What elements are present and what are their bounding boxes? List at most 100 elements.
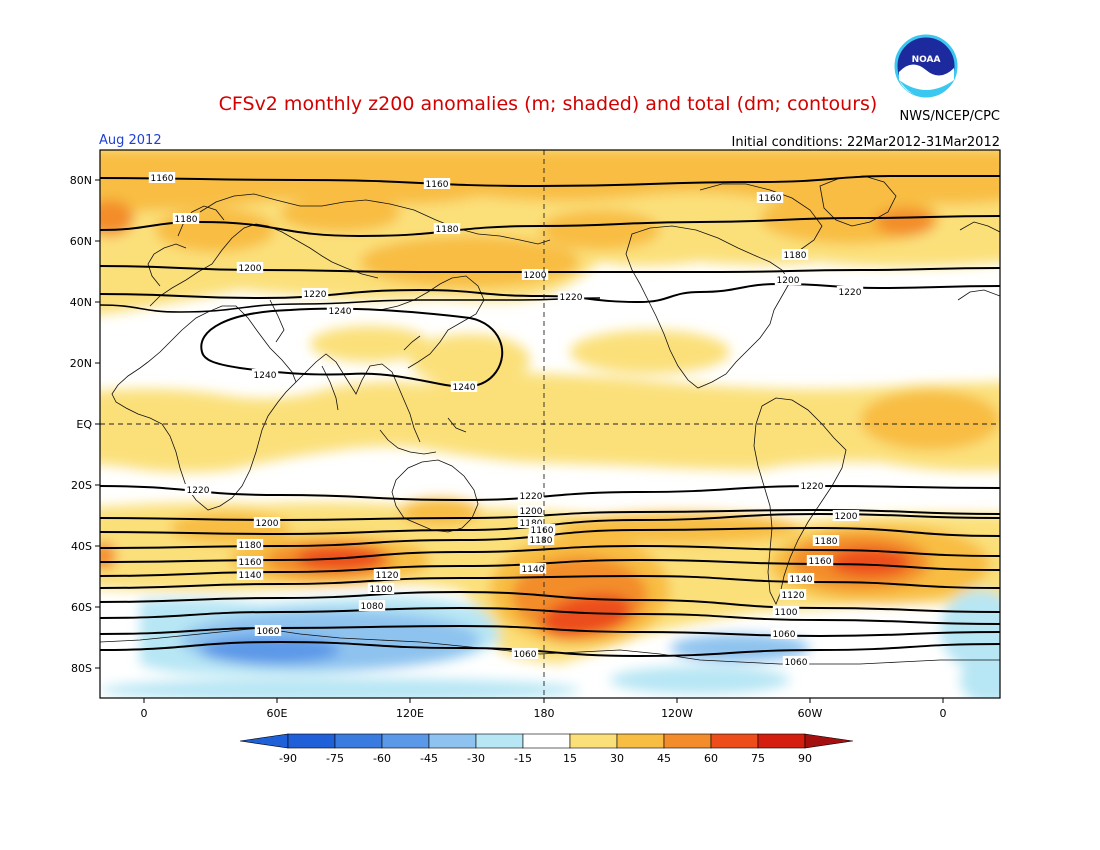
contour-label-bg	[779, 589, 807, 600]
contour-line	[100, 624, 1000, 638]
contour-label: 1160	[809, 557, 832, 567]
contour-label: 1160	[151, 174, 174, 184]
contour-label: 1160	[531, 526, 554, 536]
contour-label: 1200	[239, 264, 262, 274]
contour-label-bg	[148, 172, 176, 183]
contour-label: 1080	[361, 602, 384, 612]
lon-tick-label: 0	[940, 707, 947, 720]
colorbar-swatch	[475, 733, 524, 749]
anomaly-region	[860, 390, 1000, 450]
contour-label-bg	[450, 381, 478, 392]
colorbar-swatch	[569, 733, 618, 749]
lon-tick-label: 60E	[267, 707, 288, 720]
lon-tick-label: 60W	[798, 707, 823, 720]
contour-label: 1180	[784, 251, 807, 261]
colorbar-swatch	[522, 733, 571, 749]
lat-tick-label: 80S	[71, 662, 92, 675]
contour-label: 1200	[777, 276, 800, 286]
noaa-logo: NOAA	[894, 34, 958, 98]
lon-tick-label: 0	[141, 707, 148, 720]
colorbar-label: 75	[751, 752, 765, 765]
contour-label-bg	[770, 628, 798, 639]
colorbar-label: 30	[610, 752, 624, 765]
colorbar-label: -45	[420, 752, 438, 765]
contour-label: 1160	[239, 558, 262, 568]
contour-label: 1100	[370, 585, 393, 595]
contour-line	[100, 574, 1000, 589]
contour-label: 1120	[782, 591, 805, 601]
contour-line	[100, 174, 1000, 188]
contour-label-bg	[511, 648, 539, 659]
contour-label: 1060	[773, 630, 796, 640]
colorbar-label: -90	[279, 752, 297, 765]
contour-label-bg	[301, 288, 329, 299]
contour-label-bg	[519, 563, 547, 574]
anomaly-region	[360, 236, 580, 288]
anomaly-region	[310, 326, 430, 362]
anomaly-region	[100, 678, 580, 698]
lon-tick-label: 120E	[396, 707, 424, 720]
contour-label-bg	[772, 606, 800, 617]
contour-label-bg	[251, 369, 279, 380]
contour-label-bg	[358, 600, 386, 611]
contour-label: 1180	[239, 541, 262, 551]
contour-label-bg	[373, 569, 401, 580]
anomaly-region	[280, 196, 400, 232]
contour-label: 1220	[304, 290, 327, 300]
colorbar: -90 -75 -60 -45 -30 -15 15 30 45 60 75 90	[239, 733, 854, 765]
month-label: Aug 2012	[99, 133, 162, 148]
contour-label: 1220	[801, 482, 824, 492]
colorbar-label: 15	[563, 752, 577, 765]
contour-label: 1220	[560, 293, 583, 303]
contour-label-bg	[812, 535, 840, 546]
colorbar-swatch	[381, 733, 430, 749]
colorbar-label: -75	[326, 752, 344, 765]
contour-label-bg	[236, 556, 264, 567]
colorbar-label: -60	[373, 752, 391, 765]
colorbar-min-arrow	[239, 733, 289, 749]
colorbar-label: -15	[514, 752, 532, 765]
contour-label-bg	[236, 262, 264, 273]
contour-label: 1200	[520, 507, 543, 517]
contour-label-bg	[236, 569, 264, 580]
contour-label-bg	[806, 555, 834, 566]
anomaly-region	[960, 656, 1000, 698]
anomaly-region	[100, 200, 134, 236]
colorbar-swatch	[663, 733, 712, 749]
contour-label-bg	[774, 274, 802, 285]
longitude-axis: 0 60E 120E 180 120W 60W 0	[141, 698, 947, 720]
anomaly-region	[100, 372, 1000, 473]
colorbar-swatch	[334, 733, 383, 749]
colorbar-swatch	[757, 733, 806, 749]
contour-label-bg	[253, 517, 281, 528]
contour-label: 1140	[522, 565, 545, 575]
contour-label-bg	[184, 484, 212, 495]
contour-label-bg	[832, 510, 860, 521]
contour-label-bg	[781, 249, 809, 260]
lat-tick-label: 60N	[70, 235, 92, 248]
lat-tick-label: 20N	[70, 357, 92, 370]
anomaly-region	[570, 330, 730, 374]
contour-label: 1200	[524, 271, 547, 281]
contour-line	[100, 484, 1000, 502]
initial-conditions-label: Initial conditions: 22Mar2012-31Mar2012	[732, 135, 1001, 150]
contour-label: 1140	[239, 571, 262, 581]
contour-label: 1180	[530, 536, 553, 546]
contour-label-bg	[787, 573, 815, 584]
contour-label: 1060	[514, 650, 537, 660]
contour-label: 1240	[329, 307, 352, 317]
anomaly-region	[875, 208, 935, 236]
lon-tick-label: 120W	[661, 707, 693, 720]
colorbar-label: 60	[704, 752, 718, 765]
contour-label: 1200	[835, 512, 858, 522]
contour-label: 1180	[436, 225, 459, 235]
contour-label: 1060	[257, 627, 280, 637]
contour-label-bg	[236, 539, 264, 550]
colorbar-swatch	[287, 733, 336, 749]
contour-label: 1100	[775, 608, 798, 618]
lat-tick-label: 60S	[71, 601, 92, 614]
contour-label-bg	[836, 286, 864, 297]
